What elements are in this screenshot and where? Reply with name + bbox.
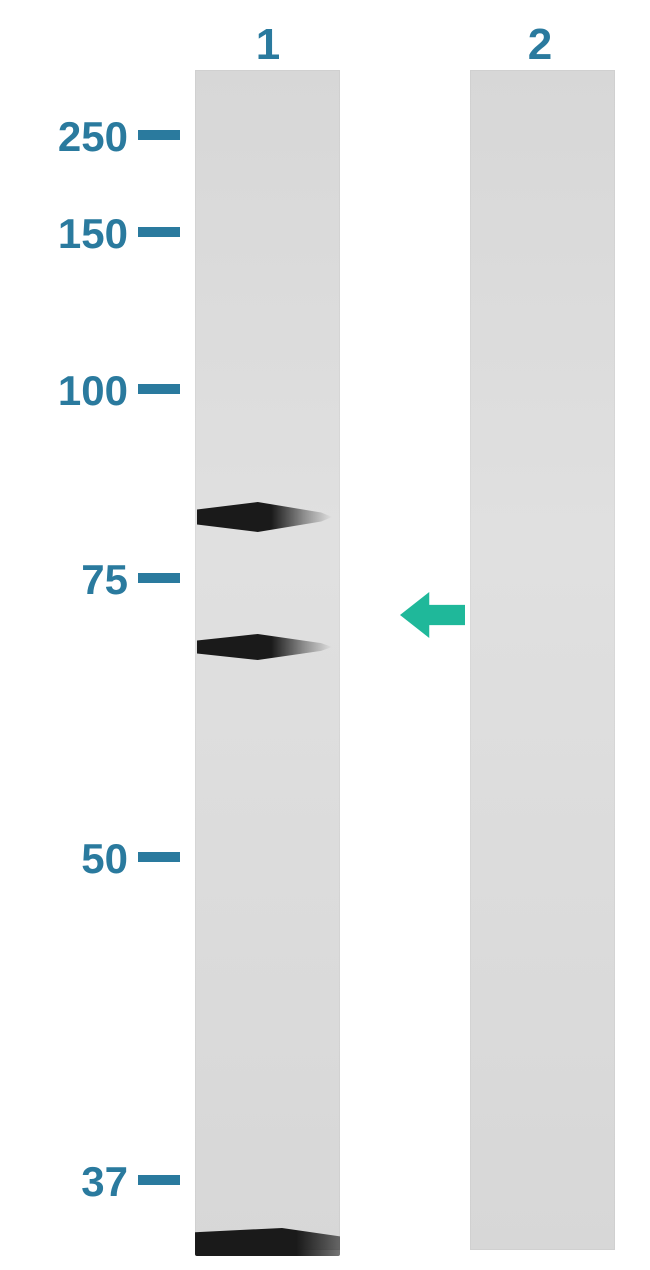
lane-1-label: 1: [246, 20, 290, 70]
marker-dash-37: [138, 1175, 180, 1185]
marker-label-37: 37: [81, 1158, 128, 1206]
marker-label-150: 150: [58, 210, 128, 258]
marker-dash-150: [138, 227, 180, 237]
western-blot: 1 2 250 150 100 75 50 37: [0, 0, 650, 1270]
marker-dash-250: [138, 130, 180, 140]
lane-2-label-text: 2: [528, 20, 552, 69]
target-band-arrow: [400, 592, 465, 638]
marker-dash-50: [138, 852, 180, 862]
lane-1-band-1: [197, 634, 332, 660]
lane-2: [470, 70, 615, 1250]
marker-label-100: 100: [58, 367, 128, 415]
marker-label-250: 250: [58, 113, 128, 161]
marker-dash-100: [138, 384, 180, 394]
lane-1-band-0: [197, 502, 332, 532]
lane-1: [195, 70, 340, 1250]
marker-dash-75: [138, 573, 180, 583]
marker-label-50: 50: [81, 835, 128, 883]
lane-1-label-text: 1: [256, 20, 280, 69]
lane-2-label: 2: [518, 20, 562, 70]
marker-label-75: 75: [81, 556, 128, 604]
lane-1-band-2: [195, 1228, 340, 1256]
